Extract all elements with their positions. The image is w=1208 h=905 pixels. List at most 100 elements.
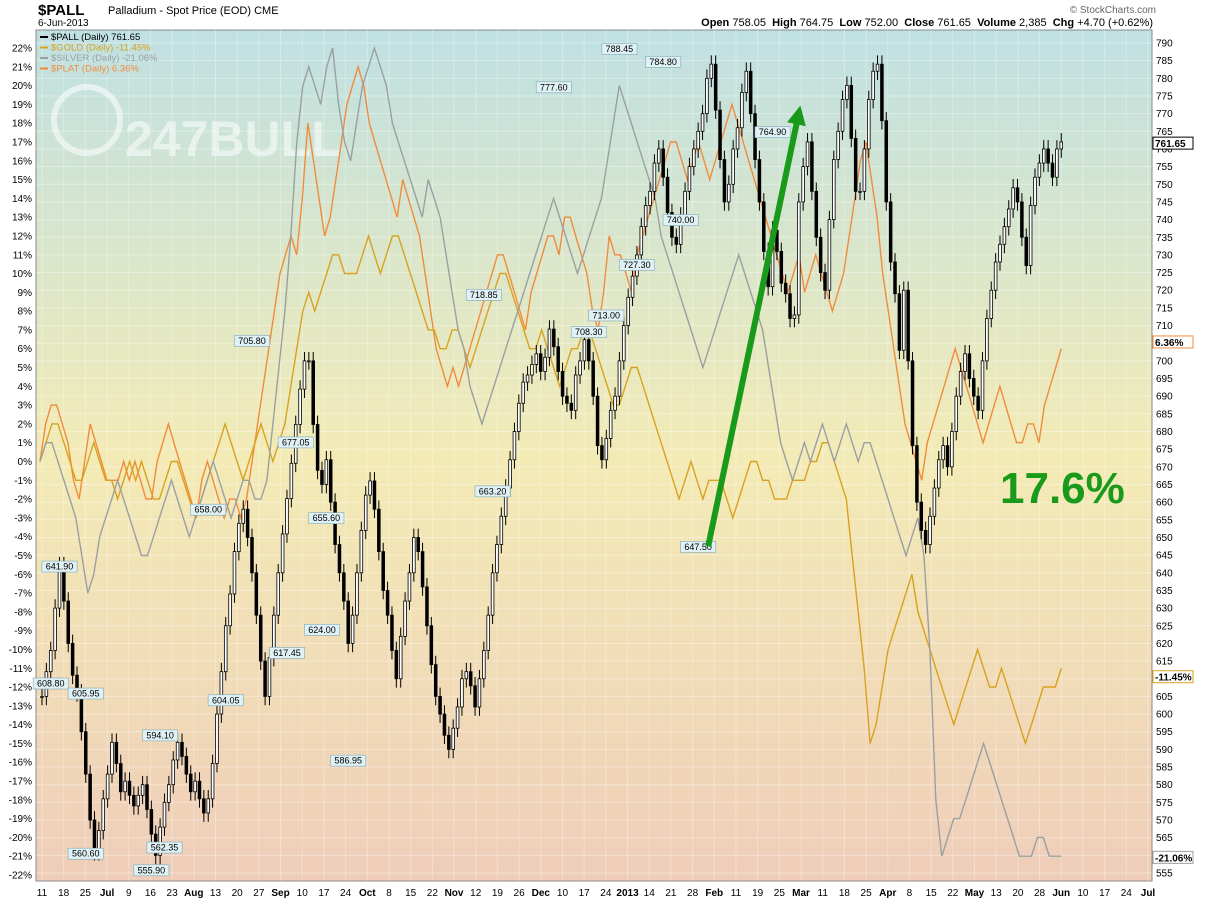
candle-body bbox=[683, 190, 687, 217]
x-axis-tick: 28 bbox=[1034, 888, 1046, 899]
candle-body bbox=[355, 572, 359, 616]
price-label-text: 713.00 bbox=[593, 310, 621, 320]
left-axis-tick: -20% bbox=[9, 833, 32, 844]
price-label-text: 788.45 bbox=[606, 44, 634, 54]
left-axis-tick: -18% bbox=[9, 795, 32, 806]
right-axis-tick: 630 bbox=[1156, 604, 1173, 615]
candle-body bbox=[486, 614, 490, 651]
candle-body bbox=[482, 650, 486, 680]
candle-body bbox=[162, 801, 167, 828]
candle-body bbox=[1015, 187, 1020, 203]
price-label: 624.00 bbox=[304, 623, 340, 636]
price-label: 605.95 bbox=[67, 687, 104, 700]
candle-body bbox=[805, 141, 810, 168]
candle-body bbox=[372, 480, 377, 510]
left-axis-tick: -17% bbox=[9, 777, 32, 788]
candle-body bbox=[188, 773, 193, 793]
candle-body bbox=[600, 445, 604, 461]
percent-gain-label: 17.6% bbox=[1000, 464, 1125, 513]
candle-body bbox=[740, 92, 744, 129]
x-axis-tick: 12 bbox=[470, 888, 482, 899]
right-axis-tick: 715 bbox=[1156, 303, 1173, 314]
end-label-box bbox=[1152, 136, 1194, 150]
right-axis-tick: 770 bbox=[1156, 109, 1173, 120]
x-axis-tick: 13 bbox=[991, 888, 1003, 899]
candle-body bbox=[48, 650, 53, 673]
right-axis-tick: 680 bbox=[1156, 427, 1173, 438]
candle-body bbox=[451, 727, 455, 750]
right-axis-tick: 580 bbox=[1156, 780, 1173, 791]
price-label-text: 740.00 bbox=[667, 215, 695, 225]
left-axis-tick: -4% bbox=[14, 532, 32, 543]
candle-body bbox=[363, 494, 368, 531]
left-axis-tick: 14% bbox=[12, 194, 32, 205]
left-axis-tick: 18% bbox=[12, 119, 32, 130]
candle-body bbox=[101, 798, 106, 832]
price-label: 740.00 bbox=[662, 214, 699, 226]
candle-body bbox=[871, 70, 875, 100]
price-label: 764.90 bbox=[754, 126, 791, 138]
candle-body bbox=[661, 148, 665, 178]
right-axis-tick: 690 bbox=[1156, 392, 1173, 403]
x-axis-tick: Feb bbox=[705, 888, 723, 899]
candle-body bbox=[613, 395, 617, 411]
candle-body bbox=[228, 593, 232, 627]
candle-body bbox=[92, 819, 97, 853]
pall-candles bbox=[40, 55, 1064, 865]
price-label: 555.90 bbox=[133, 864, 170, 877]
candle-body bbox=[862, 148, 867, 192]
price-label: 560.60 bbox=[67, 847, 104, 860]
candle-body bbox=[547, 328, 552, 358]
candle-body bbox=[118, 763, 123, 793]
candle-body bbox=[696, 130, 700, 150]
candle-body bbox=[495, 544, 499, 574]
right-axis-tick: 775 bbox=[1156, 91, 1173, 102]
candle-body bbox=[595, 395, 600, 447]
price-label: 677.05 bbox=[277, 436, 314, 449]
candle-body bbox=[298, 388, 302, 425]
candle-body bbox=[280, 533, 285, 574]
candle-body bbox=[757, 159, 762, 203]
x-axis-tick: 24 bbox=[600, 888, 612, 899]
right-axis-tick: 730 bbox=[1156, 250, 1173, 261]
candle-body bbox=[674, 236, 679, 245]
candle-body bbox=[788, 293, 792, 319]
candle-body bbox=[735, 127, 740, 150]
x-axis-tick: 14 bbox=[644, 888, 656, 899]
right-axis-tick: 635 bbox=[1156, 586, 1173, 597]
right-axis-tick: 760 bbox=[1156, 144, 1173, 155]
chg-label: Chg bbox=[1052, 17, 1075, 29]
candle-body bbox=[643, 205, 648, 228]
price-label-box bbox=[754, 126, 791, 138]
right-axis-tick: 665 bbox=[1156, 480, 1173, 491]
candle-body bbox=[342, 572, 346, 602]
candle-body bbox=[875, 63, 880, 72]
candle-body bbox=[350, 614, 355, 644]
candle-body bbox=[810, 141, 814, 192]
price-label-box bbox=[308, 512, 345, 524]
price-label: 586.95 bbox=[330, 754, 367, 767]
candle-body bbox=[88, 773, 92, 821]
candle-body bbox=[923, 530, 928, 545]
price-label-box bbox=[570, 326, 607, 338]
open-value: 758.05 bbox=[732, 17, 766, 29]
candle-body bbox=[289, 462, 294, 500]
left-axis-tick: -16% bbox=[9, 758, 32, 769]
left-axis-tick: -1% bbox=[14, 476, 32, 487]
candle-body bbox=[377, 508, 381, 552]
candle-body bbox=[945, 445, 950, 468]
left-axis-tick: 21% bbox=[12, 62, 32, 73]
candle-body bbox=[140, 784, 145, 796]
candle-body bbox=[499, 515, 504, 545]
candle-body bbox=[433, 664, 438, 697]
end-label-text: 6.36% bbox=[1155, 338, 1183, 349]
candle-body bbox=[897, 293, 902, 351]
x-axis-tick: 17 bbox=[579, 888, 591, 899]
credit-text: © StockCharts.com bbox=[1069, 5, 1156, 16]
left-axis-tick: -9% bbox=[14, 626, 32, 637]
candle-body bbox=[858, 190, 862, 193]
candle-body bbox=[202, 798, 206, 814]
candle-body bbox=[744, 70, 749, 93]
candle-body bbox=[823, 272, 827, 291]
left-axis-tick: 17% bbox=[12, 137, 32, 148]
